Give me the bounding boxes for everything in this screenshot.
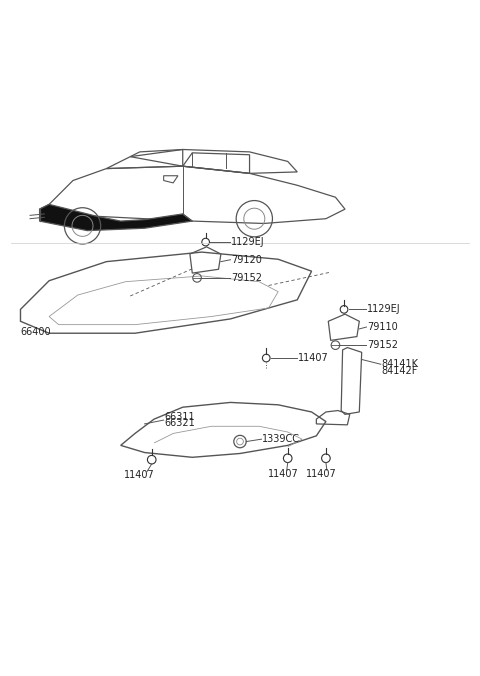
Text: 1129EJ: 1129EJ bbox=[231, 237, 265, 247]
Text: 79152: 79152 bbox=[367, 340, 398, 350]
Text: 1129EJ: 1129EJ bbox=[367, 304, 401, 314]
Text: 79120: 79120 bbox=[231, 255, 262, 265]
Text: 11407: 11407 bbox=[306, 470, 336, 479]
Text: 79110: 79110 bbox=[367, 322, 398, 332]
Text: 79152: 79152 bbox=[231, 273, 263, 283]
Text: 66400: 66400 bbox=[21, 327, 51, 337]
Text: 11407: 11407 bbox=[124, 470, 155, 480]
Polygon shape bbox=[39, 204, 192, 231]
Text: 1339CC: 1339CC bbox=[263, 434, 300, 444]
Text: 66311: 66311 bbox=[165, 412, 195, 422]
Text: 66321: 66321 bbox=[165, 418, 195, 428]
Text: 11407: 11407 bbox=[267, 470, 299, 479]
Text: 11407: 11407 bbox=[298, 353, 329, 363]
Text: 84142F: 84142F bbox=[382, 366, 418, 377]
Text: 84141K: 84141K bbox=[382, 359, 419, 369]
